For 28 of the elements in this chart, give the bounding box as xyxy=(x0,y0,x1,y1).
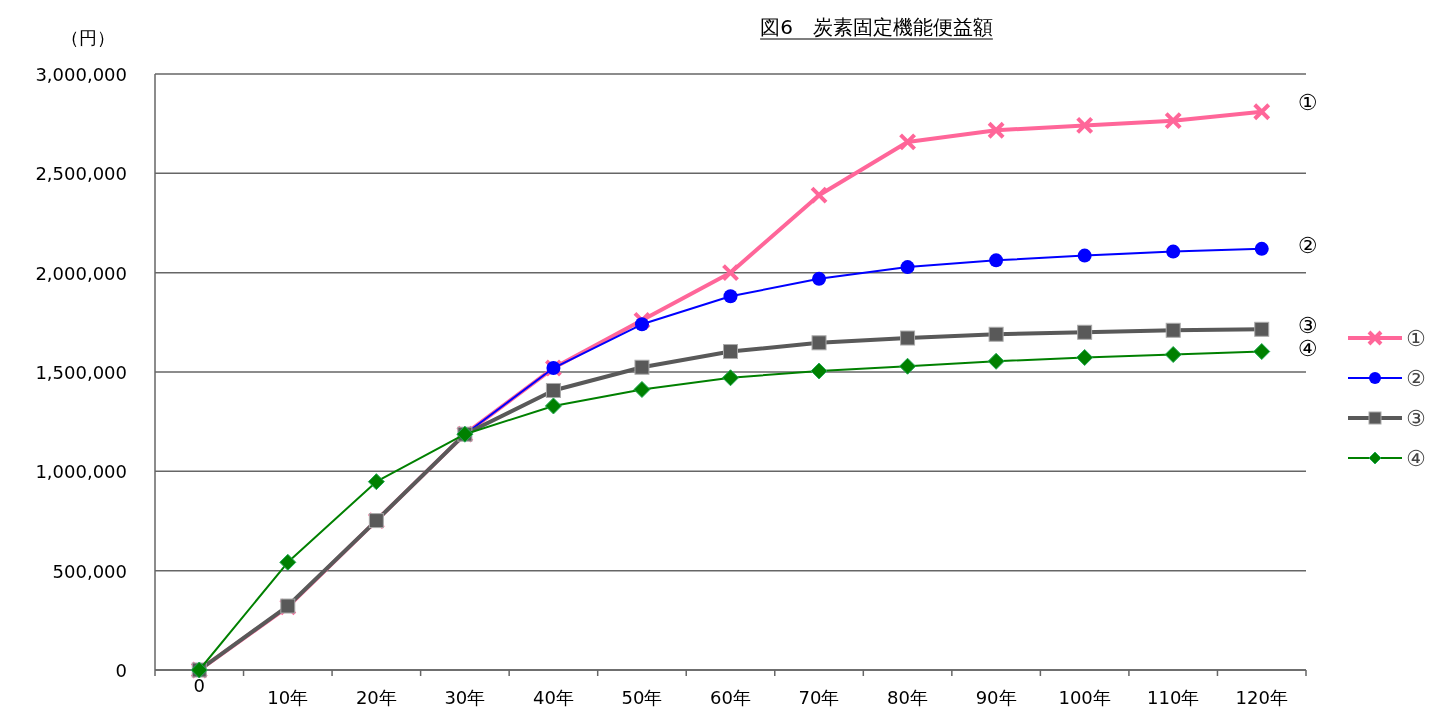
x-tick-label: 110年 xyxy=(1147,687,1200,708)
x-tick-label: 10年 xyxy=(267,687,309,708)
legend-label: ③ xyxy=(1406,406,1426,431)
x-tick-label: 60年 xyxy=(710,687,751,708)
y-tick-label: 2,500,000 xyxy=(35,163,127,185)
x-tick-label: 100年 xyxy=(1058,687,1111,708)
x-tick-label: 80年 xyxy=(887,687,929,708)
x-tick-label: 120年 xyxy=(1235,687,1288,708)
y-tick-label: 3,000,000 xyxy=(35,64,127,85)
y-tick-label: 0 xyxy=(115,660,127,681)
chart-title: 図6 炭素固定機能便益額 xyxy=(760,15,993,39)
y-tick-label: 1,000,000 xyxy=(35,461,127,483)
x-tick-label: 70年 xyxy=(798,687,840,708)
y-tick-label: 1,500,000 xyxy=(35,362,127,383)
legend-label: ④ xyxy=(1406,446,1426,471)
x-tick-label: 30年 xyxy=(444,687,486,708)
y-tick-label: 2,000,000 xyxy=(35,262,127,284)
x-tick-label: 0 xyxy=(193,675,205,696)
y-tick-label: 500,000 xyxy=(52,560,127,582)
x-tick-label: 20年 xyxy=(355,687,397,708)
x-tick-label: 90年 xyxy=(975,687,1017,708)
x-tick-label: 40年 xyxy=(532,687,574,708)
x-tick-label: 50年 xyxy=(621,687,663,708)
text: ① xyxy=(1297,89,1318,115)
legend-label: ① xyxy=(1406,326,1426,351)
legend-label: ② xyxy=(1406,366,1426,391)
y-axis-title: （円） xyxy=(61,27,115,48)
text: ② xyxy=(1297,232,1318,258)
